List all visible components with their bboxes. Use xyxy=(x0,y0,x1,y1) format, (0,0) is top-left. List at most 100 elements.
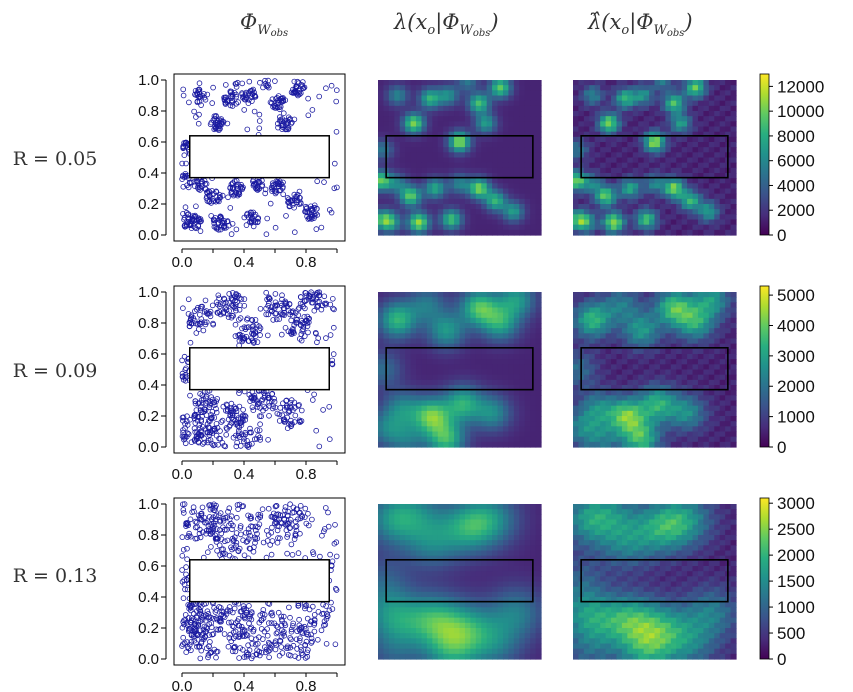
heat-cell xyxy=(394,312,401,319)
heat-cell xyxy=(383,410,390,417)
heat-cell xyxy=(486,90,493,97)
heat-cell xyxy=(448,312,455,319)
heat-cell xyxy=(649,131,656,138)
heat-cell xyxy=(388,302,395,309)
heat-cell xyxy=(632,374,639,381)
heat-cell xyxy=(519,323,526,329)
heat-cell xyxy=(692,111,699,117)
heat-cell xyxy=(665,348,672,355)
point xyxy=(217,125,223,132)
heat-cell xyxy=(502,348,509,355)
heat-cell xyxy=(432,126,439,133)
heat-cell xyxy=(459,147,466,153)
heat-cell xyxy=(589,188,596,195)
heat-cell xyxy=(730,178,737,184)
point xyxy=(305,329,311,336)
heat-cell xyxy=(394,374,401,381)
heat-cell xyxy=(459,374,466,381)
heat-cell xyxy=(730,111,737,117)
heat-cell xyxy=(464,323,471,329)
heat-cell xyxy=(421,204,428,210)
heat-cell xyxy=(714,395,721,402)
heat-cell xyxy=(687,95,694,102)
heat-cell xyxy=(486,307,493,314)
heat-cell xyxy=(475,333,482,340)
heat-cell xyxy=(492,188,499,195)
heat-cell xyxy=(388,193,395,200)
heat-cell xyxy=(454,364,461,371)
heat-cell xyxy=(578,292,585,298)
heat-cell xyxy=(432,421,439,427)
colorbar-tick-label: 2000 xyxy=(777,201,815,220)
heat-cell xyxy=(725,302,732,309)
point xyxy=(191,108,197,115)
heat-cell xyxy=(583,111,590,117)
heat-cell xyxy=(594,100,601,107)
heat-cell xyxy=(611,348,618,355)
heat-cell xyxy=(388,292,395,298)
heat-cell xyxy=(410,421,417,427)
heat-cell xyxy=(681,157,688,164)
heat-cell xyxy=(621,292,628,298)
heat-cell xyxy=(464,224,471,231)
heat-cell xyxy=(497,204,504,210)
heat-cell xyxy=(399,441,406,448)
heat-cell xyxy=(454,80,461,86)
heat-cell xyxy=(725,441,732,448)
heat-cell xyxy=(502,374,509,381)
heat-cell xyxy=(416,400,423,407)
heat-cell xyxy=(659,441,666,448)
heat-cell xyxy=(508,348,515,355)
heat-cell xyxy=(497,162,504,169)
point xyxy=(196,86,203,93)
heat-cell xyxy=(730,359,737,365)
heat-cell xyxy=(405,152,412,159)
heat-cell xyxy=(692,147,699,153)
heat-cell xyxy=(437,359,444,365)
heat-cell xyxy=(616,85,623,91)
heat-cell xyxy=(513,224,520,231)
heat-cell xyxy=(719,416,726,422)
heat-cell xyxy=(497,224,504,231)
heat-cell xyxy=(464,374,471,381)
heat-cell xyxy=(508,317,515,324)
heat-cell xyxy=(399,348,406,355)
heat-cell xyxy=(535,292,542,298)
heat-cell xyxy=(616,198,623,205)
heat-cell xyxy=(659,162,666,169)
heat-cell xyxy=(573,111,580,117)
heat-cell xyxy=(616,95,623,102)
heat-cell xyxy=(573,85,580,91)
heat-cell xyxy=(492,126,499,133)
heat-cell xyxy=(486,374,493,381)
heat-cell xyxy=(502,431,509,438)
point xyxy=(244,126,251,133)
point xyxy=(213,513,219,519)
heat-cell xyxy=(399,410,406,417)
point xyxy=(213,299,220,306)
heat-cell xyxy=(399,162,406,169)
heat-cell xyxy=(632,131,639,138)
heat-cell xyxy=(616,121,623,128)
point xyxy=(204,310,210,316)
heat-cell xyxy=(497,436,504,443)
heat-cell xyxy=(454,116,461,122)
heat-cell xyxy=(605,90,612,97)
heat-cell xyxy=(627,307,634,314)
point xyxy=(333,98,340,105)
heat-cell xyxy=(654,131,661,138)
heat-cell xyxy=(708,214,715,221)
heat-cell xyxy=(410,292,417,298)
heat-cell xyxy=(378,157,385,164)
heat-cell xyxy=(697,105,704,112)
heat-cell xyxy=(432,116,439,122)
heat-cell xyxy=(459,111,466,117)
heat-cell xyxy=(519,348,526,355)
heat-cell xyxy=(405,167,412,174)
heat-cell xyxy=(578,116,585,122)
heat-cell xyxy=(692,95,699,102)
heat-cell xyxy=(410,441,417,448)
point xyxy=(209,100,216,106)
heat-cell xyxy=(649,121,656,128)
heat-cell xyxy=(665,364,672,371)
